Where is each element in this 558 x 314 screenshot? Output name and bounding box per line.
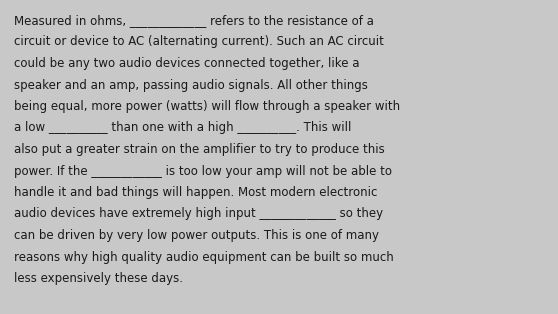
Text: circuit or device to AC (alternating current). Such an AC circuit: circuit or device to AC (alternating cur… — [14, 35, 384, 48]
Text: also put a greater strain on the amplifier to try to produce this: also put a greater strain on the amplifi… — [14, 143, 385, 156]
Text: power. If the ____________ is too low your amp will not be able to: power. If the ____________ is too low yo… — [14, 165, 392, 177]
Text: Measured in ohms, _____________ refers to the resistance of a: Measured in ohms, _____________ refers t… — [14, 14, 374, 27]
Text: being equal, more power (watts) will flow through a speaker with: being equal, more power (watts) will flo… — [14, 100, 400, 113]
Text: audio devices have extremely high input _____________ so they: audio devices have extremely high input … — [14, 208, 383, 220]
Text: a low __________ than one with a high __________. This will: a low __________ than one with a high __… — [14, 122, 352, 134]
Text: could be any two audio devices connected together, like a: could be any two audio devices connected… — [14, 57, 359, 70]
Text: can be driven by very low power outputs. This is one of many: can be driven by very low power outputs.… — [14, 229, 379, 242]
Text: less expensively these days.: less expensively these days. — [14, 272, 183, 285]
Text: speaker and an amp, passing audio signals. All other things: speaker and an amp, passing audio signal… — [14, 78, 368, 91]
Text: handle it and bad things will happen. Most modern electronic: handle it and bad things will happen. Mo… — [14, 186, 377, 199]
Text: reasons why high quality audio equipment can be built so much: reasons why high quality audio equipment… — [14, 251, 394, 263]
